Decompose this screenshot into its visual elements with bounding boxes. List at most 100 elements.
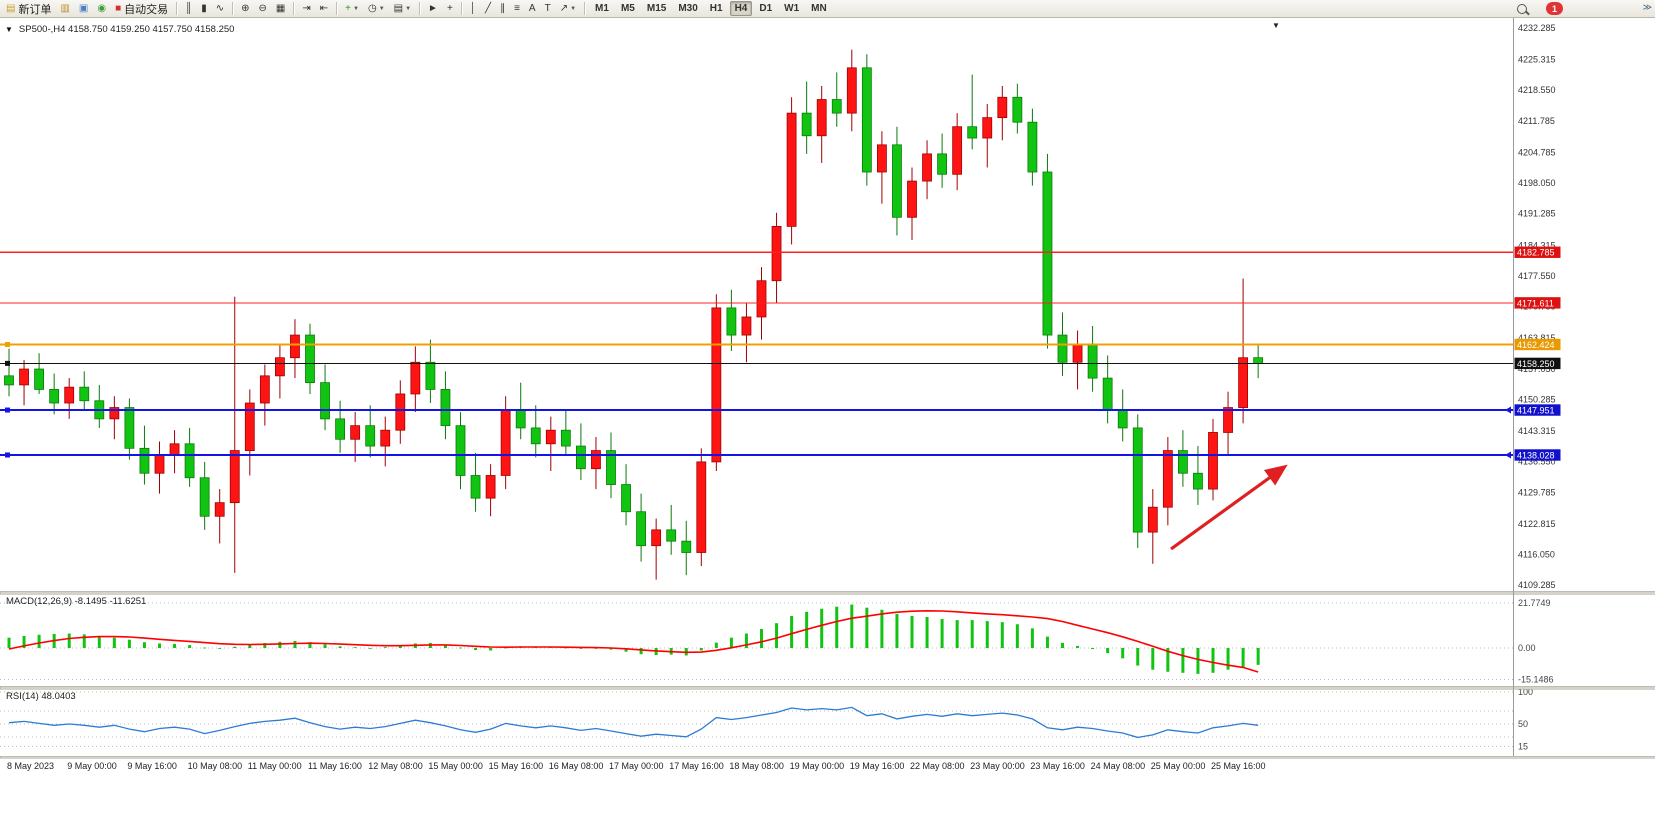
line-anchor-marker[interactable]: [5, 341, 10, 347]
candle-body: [741, 316, 752, 336]
time-axis-label: 25 May 16:00: [1211, 761, 1266, 771]
zoom-out-button[interactable]: ⊖: [255, 0, 271, 17]
macd-bar: [1151, 648, 1155, 670]
economic-calendar-button[interactable]: ◉: [93, 0, 110, 17]
candle-body: [937, 153, 947, 175]
price-tag-label: 4182.785: [1517, 248, 1555, 258]
candle-body: [801, 112, 812, 137]
arrows-button[interactable]: ↗ ▼: [556, 0, 580, 17]
macd-axis-label: 21.7749: [1518, 598, 1551, 608]
line-anchor-marker[interactable]: [5, 452, 10, 458]
toolbar-overflow-icon[interactable]: ≫: [1642, 2, 1652, 12]
macd-bar: [1030, 628, 1034, 648]
new-order-button[interactable]: ▤ 新订单: [2, 0, 55, 17]
depth-of-market-button[interactable]: ▥: [56, 0, 73, 17]
time-axis-label: 17 May 00:00: [609, 761, 664, 771]
toolbar: ▤ 新订单 ▥ ▣ ◉ ■ 自动交易 ║ ▮ ∿ ⊕ ⊖ ▦ ⇥ ⇤ + ▼ ◷ ▼ ▤ ▼ ► + │ ╱ ∥ ≡ A T ↗ ▼ M1 M5…: [0, 0, 1655, 18]
candle-body: [395, 393, 406, 431]
chevron-down-icon[interactable]: ▼: [570, 5, 577, 12]
pane-splitter[interactable]: [0, 685, 1655, 690]
bar-chart-button[interactable]: ║: [181, 0, 196, 17]
price-axis-label: 4184.315: [1518, 240, 1556, 250]
macd-bar: [353, 647, 357, 648]
pane-splitter[interactable]: [0, 590, 1655, 595]
price-axis-label: 4198.050: [1518, 178, 1556, 188]
candle-body: [651, 529, 662, 547]
macd-bar: [910, 615, 914, 648]
trend-arrow-annotation[interactable]: [1170, 464, 1288, 551]
time-axis-label: 23 May 16:00: [1030, 761, 1085, 771]
candle-body: [1012, 96, 1023, 123]
vertical-line-button[interactable]: │: [466, 0, 480, 17]
fibonacci-button[interactable]: ≡: [510, 0, 524, 17]
period-clock-button[interactable]: ◷ ▼: [364, 0, 389, 17]
candle-body: [666, 529, 677, 542]
price-axis-label: 4163.815: [1518, 333, 1556, 343]
toolbox-button[interactable]: ▣: [75, 0, 92, 17]
timeframe-h1-button[interactable]: H1: [709, 3, 723, 14]
line-chart-button[interactable]: ∿: [212, 0, 228, 17]
text-label-button[interactable]: T: [541, 0, 555, 17]
chevron-down-icon[interactable]: ▼: [353, 5, 359, 12]
pane-splitter[interactable]: [0, 755, 1655, 759]
macd-bar: [1000, 622, 1004, 648]
timeframe-m5-button[interactable]: M5: [620, 3, 635, 14]
macd-bar: [835, 606, 839, 648]
candle-body: [1102, 377, 1113, 411]
timeframe-d1-button[interactable]: D1: [759, 3, 773, 14]
text-button[interactable]: A: [525, 0, 540, 17]
template-button[interactable]: ▤ ▼: [390, 0, 415, 17]
text-label-icon: T: [544, 2, 551, 14]
candle-body: [711, 307, 722, 463]
timeframe-m15-button[interactable]: M15: [646, 3, 667, 14]
down-triangle-icon: ▼: [1272, 21, 1280, 30]
macd-bar: [323, 644, 327, 648]
add-indicator-icon: +: [345, 2, 351, 14]
timeframe-w1-button[interactable]: W1: [784, 3, 800, 14]
zoom-in-button[interactable]: ⊕: [237, 0, 253, 17]
price-axis-label: 4191.285: [1518, 209, 1556, 219]
time-axis-label: 9 May 00:00: [67, 761, 117, 771]
chevron-down-icon[interactable]: ▼: [378, 5, 385, 12]
candles-layer: [4, 49, 1264, 580]
auto-scroll-icon: ⇥: [302, 2, 311, 14]
timeframe-m30-button[interactable]: M30: [678, 3, 698, 14]
zoom-out-icon: ⊖: [258, 2, 267, 14]
symbol-ohlc-text: SP500-,H4 4158.750 4159.250 4157.750 415…: [18, 24, 235, 35]
candle-body: [455, 425, 466, 476]
line-anchor-marker[interactable]: [5, 407, 10, 413]
timeframe-mn-button[interactable]: MN: [811, 3, 827, 14]
chart-background[interactable]: [0, 18, 1655, 825]
one-click-trading-collapse-icon[interactable]: ▼: [5, 24, 13, 34]
notification-badge[interactable]: 1: [1546, 2, 1563, 15]
tile-windows-button[interactable]: ▦: [272, 0, 289, 17]
timeframe-h4-button[interactable]: H4: [729, 1, 753, 16]
candle-body: [4, 375, 14, 386]
crosshair-button[interactable]: +: [443, 0, 457, 17]
rsi-axis-label: 15: [1518, 741, 1528, 751]
equidistant-channel-button[interactable]: ∥: [496, 0, 509, 17]
candle-body: [771, 225, 782, 282]
chevron-down-icon[interactable]: ▼: [405, 5, 412, 12]
candle-body: [756, 280, 767, 318]
cursor-button[interactable]: ►: [424, 0, 442, 17]
trendline-button[interactable]: ╱: [481, 0, 495, 17]
line-anchor-marker[interactable]: [5, 360, 10, 366]
candle-body: [1253, 357, 1264, 364]
search-button[interactable]: [1513, 0, 1531, 17]
rsi-line: [8, 706, 1259, 739]
candle-body: [244, 402, 255, 451]
chart-shift-button[interactable]: ⇤: [316, 0, 332, 17]
timeframe-m1-button[interactable]: M1: [595, 3, 609, 14]
candle-body: [967, 126, 978, 139]
candle-body: [380, 429, 391, 447]
time-axis-label: 24 May 08:00: [1091, 761, 1146, 771]
autotrading-button[interactable]: ■ 自动交易: [111, 0, 172, 17]
auto-scroll-button[interactable]: ⇥: [298, 0, 314, 17]
candle-body: [861, 67, 872, 173]
macd-bar: [609, 648, 613, 650]
price-axis-label: 4109.285: [1518, 580, 1556, 590]
add-indicator-button[interactable]: + ▼: [341, 0, 363, 17]
candlestick-chart-button[interactable]: ▮: [197, 0, 211, 17]
